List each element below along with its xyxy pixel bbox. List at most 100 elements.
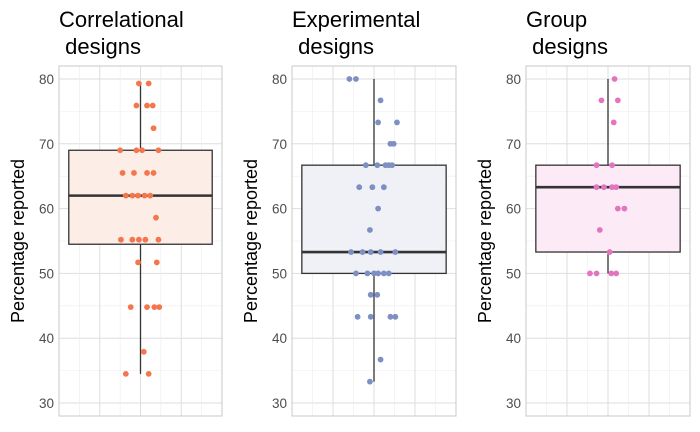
data-point	[364, 270, 371, 277]
panel-title: Experimental designs	[292, 7, 420, 59]
box-iqr	[535, 164, 681, 253]
data-point	[387, 313, 394, 320]
data-point	[145, 80, 152, 87]
data-point	[346, 76, 353, 82]
data-point	[151, 304, 158, 311]
data-point	[353, 76, 359, 82]
panel-title-line: Group	[526, 7, 587, 32]
data-point	[587, 270, 593, 277]
data-point	[593, 162, 600, 169]
y-tick-label: 70	[39, 137, 54, 152]
panel-border	[525, 65, 691, 417]
data-point	[614, 205, 621, 212]
data-point	[356, 184, 363, 191]
data-point	[155, 147, 162, 154]
panel-title-line: designs	[292, 34, 374, 59]
data-point	[150, 125, 157, 132]
panel-title-line: Experimental	[292, 7, 420, 32]
data-point	[144, 102, 150, 109]
data-point	[131, 170, 137, 176]
data-point	[153, 259, 160, 266]
data-point	[377, 356, 384, 363]
y-tick-label: 80	[506, 72, 521, 87]
data-point	[362, 162, 369, 169]
data-point	[371, 270, 377, 277]
data-point	[609, 184, 615, 191]
data-point	[135, 192, 141, 199]
data-point	[380, 270, 387, 277]
data-point	[389, 162, 395, 169]
data-point	[144, 170, 150, 176]
data-point	[614, 97, 621, 104]
data-point	[155, 236, 162, 243]
y-tick-label: 50	[506, 266, 521, 281]
data-point	[593, 184, 600, 191]
data-point	[367, 249, 374, 255]
y-tick-label: 80	[272, 72, 287, 87]
data-point	[147, 192, 154, 199]
data-point	[392, 249, 399, 255]
data-point	[129, 236, 136, 243]
data-point	[601, 184, 607, 191]
y-tick-label: 70	[506, 137, 521, 152]
panel-title-line: designs	[59, 34, 141, 59]
data-point	[133, 147, 140, 154]
data-point	[153, 214, 159, 221]
data-point	[135, 236, 142, 243]
data-point	[141, 192, 148, 199]
y-tick-label: 50	[272, 266, 287, 281]
panel-border	[291, 65, 457, 417]
data-point	[145, 370, 152, 377]
y-tick-label: 70	[272, 137, 287, 152]
panel-title: Group designs	[526, 7, 608, 59]
data-point	[348, 249, 354, 255]
panel-1: 30 40 50 60 70 80 Percentage reported Correlati…	[8, 7, 223, 417]
data-point	[353, 270, 359, 277]
box-iqr	[301, 164, 447, 275]
data-point	[119, 170, 126, 176]
data-point	[380, 184, 387, 191]
data-point	[377, 97, 384, 104]
panel-title-line: Correlational	[59, 7, 184, 32]
data-point	[621, 205, 628, 212]
y-tick-label: 60	[506, 202, 521, 217]
data-point	[598, 97, 605, 104]
data-point	[369, 184, 376, 191]
y-axis-label: Percentage reported	[241, 159, 261, 323]
data-point	[375, 205, 381, 212]
data-point	[375, 270, 381, 277]
y-tick-label: 50	[39, 266, 54, 281]
data-point	[133, 102, 140, 109]
y-tick-label: 30	[272, 396, 287, 411]
data-point	[354, 313, 361, 320]
data-point	[611, 76, 618, 82]
data-point	[613, 184, 620, 191]
data-point	[606, 249, 613, 255]
y-tick-label: 40	[39, 331, 54, 346]
y-axis-label: Percentage reported	[475, 159, 495, 323]
y-tick-label: 40	[272, 331, 287, 346]
data-point	[367, 313, 374, 320]
y-tick-label: 60	[272, 202, 287, 217]
data-point	[117, 147, 124, 154]
data-point	[367, 378, 373, 385]
data-point	[367, 291, 374, 298]
y-axis-label: Percentage reported	[8, 159, 28, 323]
data-point	[359, 249, 366, 255]
y-tick-label: 60	[39, 202, 54, 217]
data-point	[593, 270, 600, 277]
data-point	[374, 291, 381, 298]
data-point	[149, 102, 156, 109]
data-point	[367, 227, 373, 233]
y-tick-label: 80	[39, 72, 54, 87]
data-point	[608, 270, 615, 277]
data-point	[374, 162, 381, 169]
data-point	[129, 192, 136, 199]
data-point	[609, 162, 615, 169]
data-point	[377, 249, 384, 255]
data-point	[375, 119, 381, 126]
data-point	[394, 119, 400, 126]
data-point	[122, 192, 129, 199]
y-tick-label: 30	[506, 396, 521, 411]
